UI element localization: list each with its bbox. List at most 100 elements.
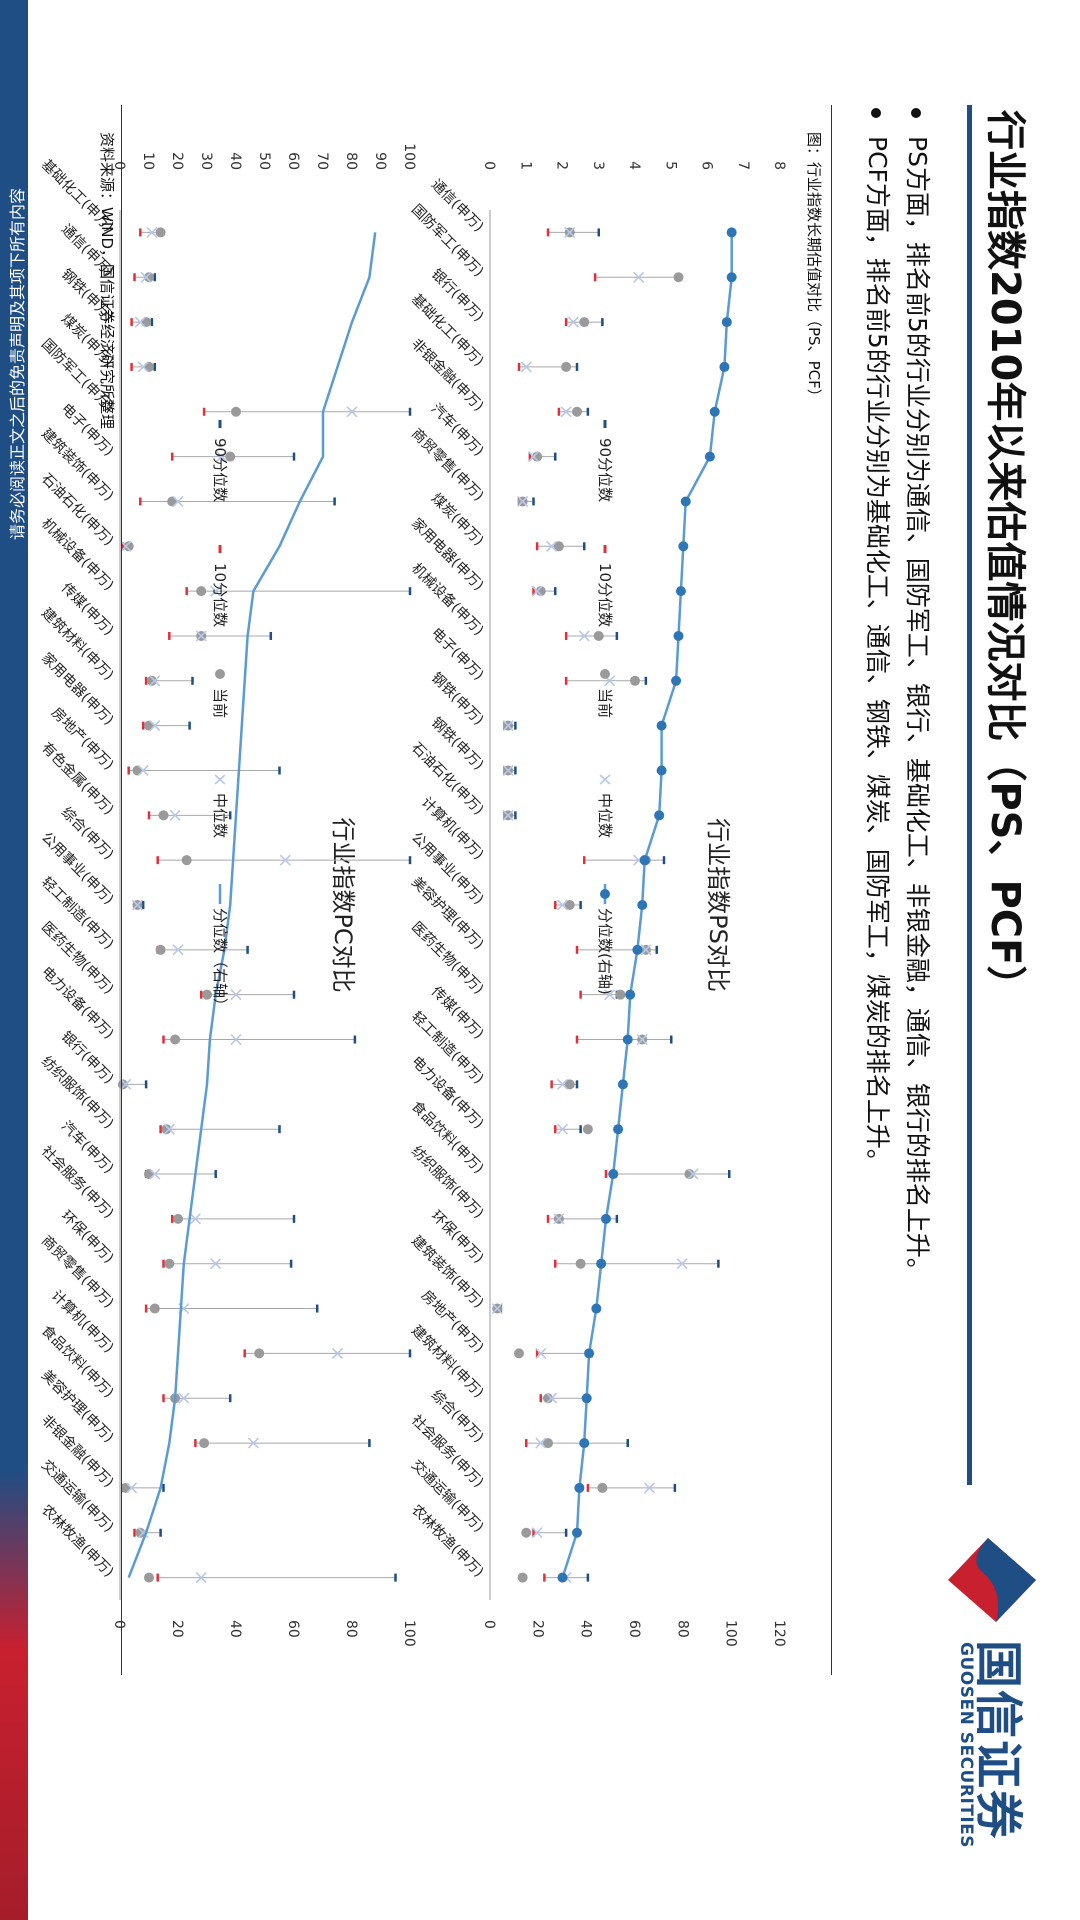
ps-current-point <box>521 1527 532 1538</box>
ps-legend-median-icon <box>599 774 611 785</box>
ps-percentile-marker <box>572 1527 582 1538</box>
pc-current-point <box>161 1124 172 1135</box>
pc-current-point <box>141 317 152 328</box>
ps-current-point <box>517 1572 528 1583</box>
ps-percentile-marker <box>557 1572 568 1583</box>
ps-current-point <box>535 586 546 597</box>
pc-median-point <box>230 989 242 1001</box>
pc-percentile-line <box>127 232 377 1579</box>
pc-median-point <box>169 809 181 821</box>
ps-median-point <box>604 989 616 1001</box>
pc-median-point <box>279 854 291 866</box>
pc-right-tick-label: 40 <box>227 1620 243 1638</box>
pc-median-point <box>126 1482 138 1494</box>
ps-median-point <box>578 630 590 642</box>
pc-current-point <box>164 1258 175 1269</box>
ps-median-point <box>502 720 514 732</box>
ps-percentile-marker <box>591 1303 602 1314</box>
pc-current-point <box>196 586 207 597</box>
ps-right-tick-label: 120 <box>771 1620 787 1647</box>
pc-right-tick-label: 80 <box>343 1620 359 1638</box>
pc-median-point <box>131 899 143 911</box>
ps-percentile-marker <box>726 272 737 283</box>
pc-current-point <box>167 496 178 507</box>
pc-current-point <box>225 451 236 462</box>
ps-current-point <box>564 1079 575 1090</box>
ps-left-tick-label: 1 <box>517 161 533 170</box>
ps-median-point <box>553 1213 565 1225</box>
pc-left-tick-label: 40 <box>227 152 243 170</box>
pc-right-tick-label: 20 <box>169 1620 185 1638</box>
pc-median-point <box>146 226 158 238</box>
pc-current-point <box>144 361 154 372</box>
ps-median-point <box>556 1123 569 1135</box>
ps-percentile-marker <box>656 765 667 776</box>
ps-legend-label: 当前 <box>596 688 614 718</box>
ps-percentile-marker <box>608 1169 619 1180</box>
pc-current-point <box>254 1348 265 1359</box>
pc-median-point <box>172 944 184 956</box>
ps-percentile-marker <box>637 900 648 910</box>
ps-percentile-marker <box>675 586 686 597</box>
ps-median-point <box>556 1078 569 1090</box>
pc-current-point <box>146 675 157 686</box>
ps-legend-label: 10分位数 <box>596 563 614 627</box>
ps-current-point <box>561 361 572 372</box>
pc-current-point <box>181 855 192 866</box>
ps-percentile-marker <box>632 944 643 955</box>
ps-percentile-marker <box>622 1034 633 1045</box>
pc-right-tick-label: 100 <box>401 1620 417 1647</box>
ps-current-point <box>582 1124 593 1135</box>
pc-left-tick-label: 10 <box>140 152 156 170</box>
ps-percentile-marker <box>719 361 730 372</box>
pc-current-point <box>144 272 154 283</box>
ps-percentile-marker <box>726 227 737 238</box>
ps-percentile-marker <box>581 1393 592 1404</box>
pc-median-point <box>120 1078 132 1090</box>
pc-median-point <box>137 764 149 777</box>
ps-percentile-marker <box>673 630 684 641</box>
ps-median-point <box>517 495 529 508</box>
ps-current-point <box>673 272 684 283</box>
ps-current-point <box>593 630 604 641</box>
pc-right-tick-label: 60 <box>285 1620 301 1638</box>
pc-current-point <box>149 1303 160 1314</box>
pc-current-point <box>199 1438 210 1449</box>
ps-current-point <box>575 1258 586 1269</box>
ps-current-point <box>597 1482 608 1493</box>
ps-current-point <box>553 541 564 552</box>
ps-median-point <box>546 1392 558 1404</box>
pc-current-point <box>170 1034 181 1045</box>
ps-left-tick-label: 6 <box>699 161 715 170</box>
ps-current-point <box>543 1438 553 1449</box>
ps-legend-label: 90分位数 <box>596 438 614 502</box>
pc-median-point <box>140 271 152 283</box>
pc-left-tick-label: 100 <box>401 143 417 170</box>
pc-left-tick-label: 80 <box>343 152 359 170</box>
ps-percentile-marker <box>671 675 682 686</box>
ps-percentile-marker <box>656 720 667 731</box>
ps-percentile-marker <box>579 1438 590 1449</box>
pc-current-point <box>231 406 241 417</box>
ps-left-tick-label: 3 <box>590 161 606 170</box>
ps-percentile-marker <box>721 317 732 328</box>
pc-median-point <box>331 1347 344 1359</box>
ps-current-point <box>543 1393 553 1404</box>
pc-chart-title: 行业指数PC对比 <box>329 817 357 992</box>
pc-left-tick-label: 70 <box>314 152 330 170</box>
ps-chart-title: 行业指数PS对比 <box>704 818 732 992</box>
ps-current-point <box>532 451 543 462</box>
pc-current-point <box>117 1079 128 1090</box>
ps-left-tick-label: 8 <box>771 161 787 170</box>
pc-median-point <box>215 451 228 463</box>
ps-right-tick-label: 80 <box>674 1620 690 1638</box>
pc-legend-label: 中位数 <box>211 793 229 838</box>
ps-current-point <box>564 900 575 910</box>
ps-current-point <box>572 406 582 417</box>
pc-current-point <box>120 1482 131 1493</box>
pc-median-point <box>195 630 207 642</box>
figure-source: 资料来源：WIND，国信证券经济研究所整理 <box>98 132 116 430</box>
pc-median-point <box>149 1168 161 1180</box>
